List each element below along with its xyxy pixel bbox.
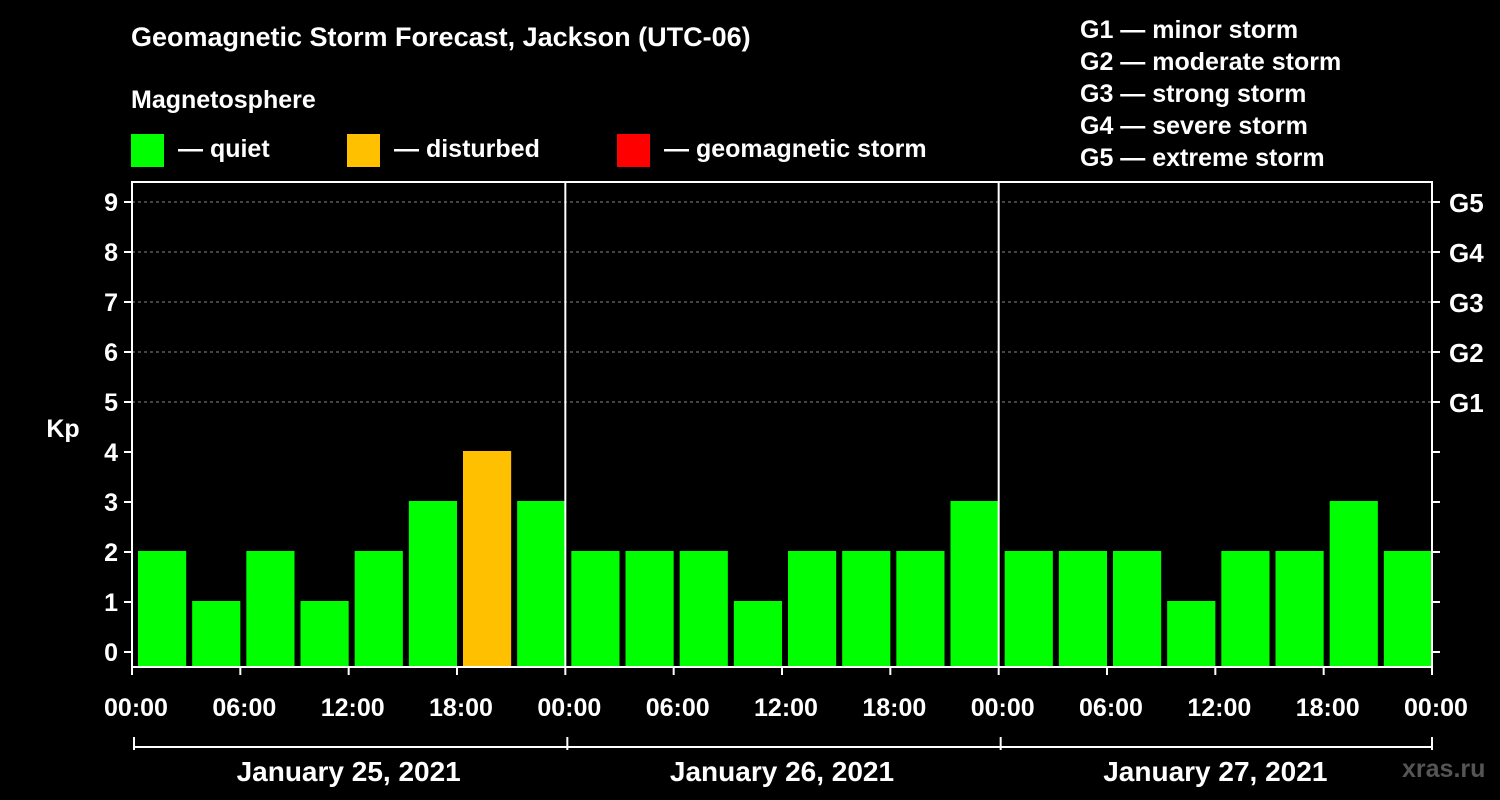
g-level-label: G4 <box>1449 238 1484 268</box>
kp-bar <box>1113 551 1162 667</box>
day-label: January 27, 2021 <box>1103 756 1327 787</box>
legend-storm-label: — geomagnetic storm <box>664 135 927 163</box>
chart-title: Geomagnetic Storm Forecast, Jackson (UTC… <box>131 22 751 52</box>
kp-bar <box>571 551 620 667</box>
legend-disturbed-label: — disturbed <box>394 135 540 163</box>
kp-bar <box>192 601 241 667</box>
kp-bar <box>1058 551 1107 667</box>
g-level-label: G1 <box>1449 388 1484 418</box>
legend-quiet-swatch <box>131 134 164 167</box>
x-tick-label: 06:00 <box>646 694 710 722</box>
y-tick-label: 3 <box>104 489 118 517</box>
kp-bar <box>517 501 566 667</box>
kp-bar <box>463 451 512 667</box>
y-axis-label: Kp <box>46 415 79 443</box>
storm-scale-list: G1 — minor storm G2 — moderate storm G3 … <box>1080 14 1341 174</box>
kp-bar <box>1383 551 1432 667</box>
legend-disturbed-swatch <box>347 134 380 167</box>
y-tick-label: 5 <box>104 389 118 417</box>
day-label: January 26, 2021 <box>670 756 894 787</box>
x-tick-label: 00:00 <box>971 694 1035 722</box>
g-level-label: G3 <box>1449 288 1484 318</box>
y-tick-label: 0 <box>104 639 118 667</box>
storm-scale-g5: G5 — extreme storm <box>1080 144 1325 172</box>
kp-bar <box>733 601 782 667</box>
legend-storm-swatch <box>617 134 650 167</box>
x-tick-label: 00:00 <box>1404 694 1468 722</box>
g-level-label: G5 <box>1449 188 1484 218</box>
legend-quiet-label: — quiet <box>178 135 270 163</box>
kp-bar <box>679 551 728 667</box>
storm-scale-g1: G1 — minor storm <box>1080 16 1299 44</box>
storm-scale-g3: G3 — strong storm <box>1080 80 1307 108</box>
kp-bar <box>1167 601 1216 667</box>
y-tick-label: 8 <box>104 239 118 267</box>
watermark: xras.ru <box>1402 755 1486 783</box>
x-tick-label: 18:00 <box>1296 694 1360 722</box>
kp-bar <box>246 551 295 667</box>
kp-bar <box>896 551 945 667</box>
x-tick-label: 00:00 <box>104 694 168 722</box>
y-tick-label: 1 <box>104 589 118 617</box>
storm-scale-g4: G4 — severe storm <box>1080 112 1308 140</box>
y-tick-label: 7 <box>104 289 118 317</box>
y-tick-label: 4 <box>104 439 118 467</box>
kp-bar <box>842 551 891 667</box>
kp-bar <box>1275 551 1324 667</box>
x-tick-label: 00:00 <box>537 694 601 722</box>
x-tick-label: 18:00 <box>862 694 926 722</box>
x-tick-label: 18:00 <box>429 694 493 722</box>
kp-bar <box>1329 501 1378 667</box>
kp-bar <box>354 551 403 667</box>
x-tick-label: 12:00 <box>1187 694 1251 722</box>
y-tick-label: 9 <box>104 189 118 217</box>
day-label: January 25, 2021 <box>237 756 461 787</box>
kp-bar <box>1004 551 1053 667</box>
x-tick-label: 06:00 <box>1079 694 1143 722</box>
kp-bar <box>950 501 999 667</box>
kp-bar <box>788 551 837 667</box>
x-tick-label: 12:00 <box>321 694 385 722</box>
kp-bar <box>408 501 457 667</box>
kp-bar <box>138 551 187 667</box>
kp-bar <box>625 551 674 667</box>
x-tick-label: 12:00 <box>754 694 818 722</box>
kp-bar <box>300 601 349 667</box>
chart-subtitle: Magnetosphere <box>131 86 316 114</box>
kp-bar <box>1221 551 1270 667</box>
g-level-label: G2 <box>1449 338 1484 368</box>
y-tick-label: 6 <box>104 339 118 367</box>
x-tick-label: 06:00 <box>212 694 276 722</box>
storm-scale-g2: G2 — moderate storm <box>1080 48 1342 76</box>
y-tick-label: 2 <box>104 539 118 567</box>
